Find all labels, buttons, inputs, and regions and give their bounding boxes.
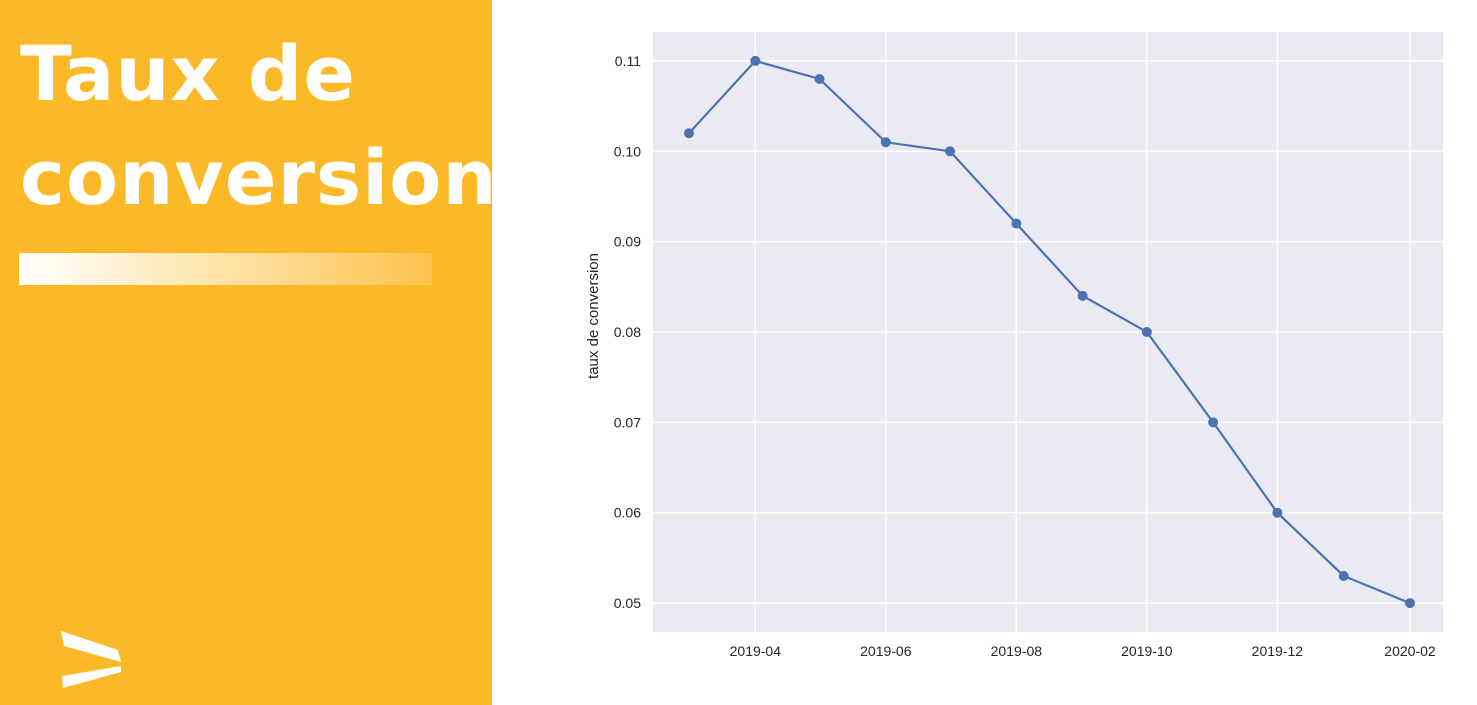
data-point bbox=[1272, 507, 1283, 518]
y-tick-label: 0.09 bbox=[614, 234, 641, 250]
x-tick-label: 2019-06 bbox=[860, 643, 912, 659]
data-point bbox=[880, 137, 891, 148]
data-point bbox=[1338, 570, 1349, 581]
data-point bbox=[750, 55, 761, 66]
data-point bbox=[1077, 290, 1088, 301]
data-point bbox=[1011, 218, 1022, 229]
data-point bbox=[945, 146, 956, 157]
data-point bbox=[684, 128, 694, 139]
data-point bbox=[1141, 327, 1152, 337]
data-point bbox=[814, 73, 825, 84]
series-line bbox=[688, 59, 1411, 605]
conversion-rate-chart: 2019-04 2019-06 2019-08 2019-10 2019-12 2020-… bbox=[585, 32, 1443, 659]
x-axis-ticks: 2019-04 2019-06 2019-08 2019-10 2019-12 2020-… bbox=[730, 643, 1436, 659]
x-tick-label: 2019-08 bbox=[991, 643, 1043, 659]
gradient-divider-bar bbox=[19, 253, 432, 285]
y-tick-label: 0.11 bbox=[615, 53, 641, 69]
y-tick-label: 0.08 bbox=[614, 324, 641, 340]
y-tick-label: 0.10 bbox=[614, 143, 641, 159]
y-axis-title: taux de conversion bbox=[585, 253, 602, 379]
x-tick-label: 2020-02 bbox=[1384, 643, 1436, 659]
arrow-chevron-logo-icon bbox=[61, 631, 121, 688]
x-tick-label: 2019-04 bbox=[730, 643, 782, 659]
title-panel: Taux de conversion bbox=[0, 0, 497, 705]
x-tick-label: 2019-10 bbox=[1121, 643, 1173, 659]
horizontal-gridlines bbox=[653, 60, 1443, 604]
y-tick-label: 0.05 bbox=[614, 595, 641, 611]
conversion-series bbox=[684, 55, 1415, 609]
y-tick-label: 0.06 bbox=[614, 505, 641, 521]
y-tick-label: 0.07 bbox=[614, 414, 641, 430]
y-axis-ticks: 0.05 0.06 0.07 0.08 0.09 0.10 0.11 bbox=[614, 53, 641, 611]
data-point bbox=[1208, 417, 1219, 428]
x-tick-label: 2019-12 bbox=[1252, 643, 1304, 659]
page-title: Taux de conversion bbox=[20, 29, 498, 222]
data-point bbox=[1405, 598, 1415, 609]
